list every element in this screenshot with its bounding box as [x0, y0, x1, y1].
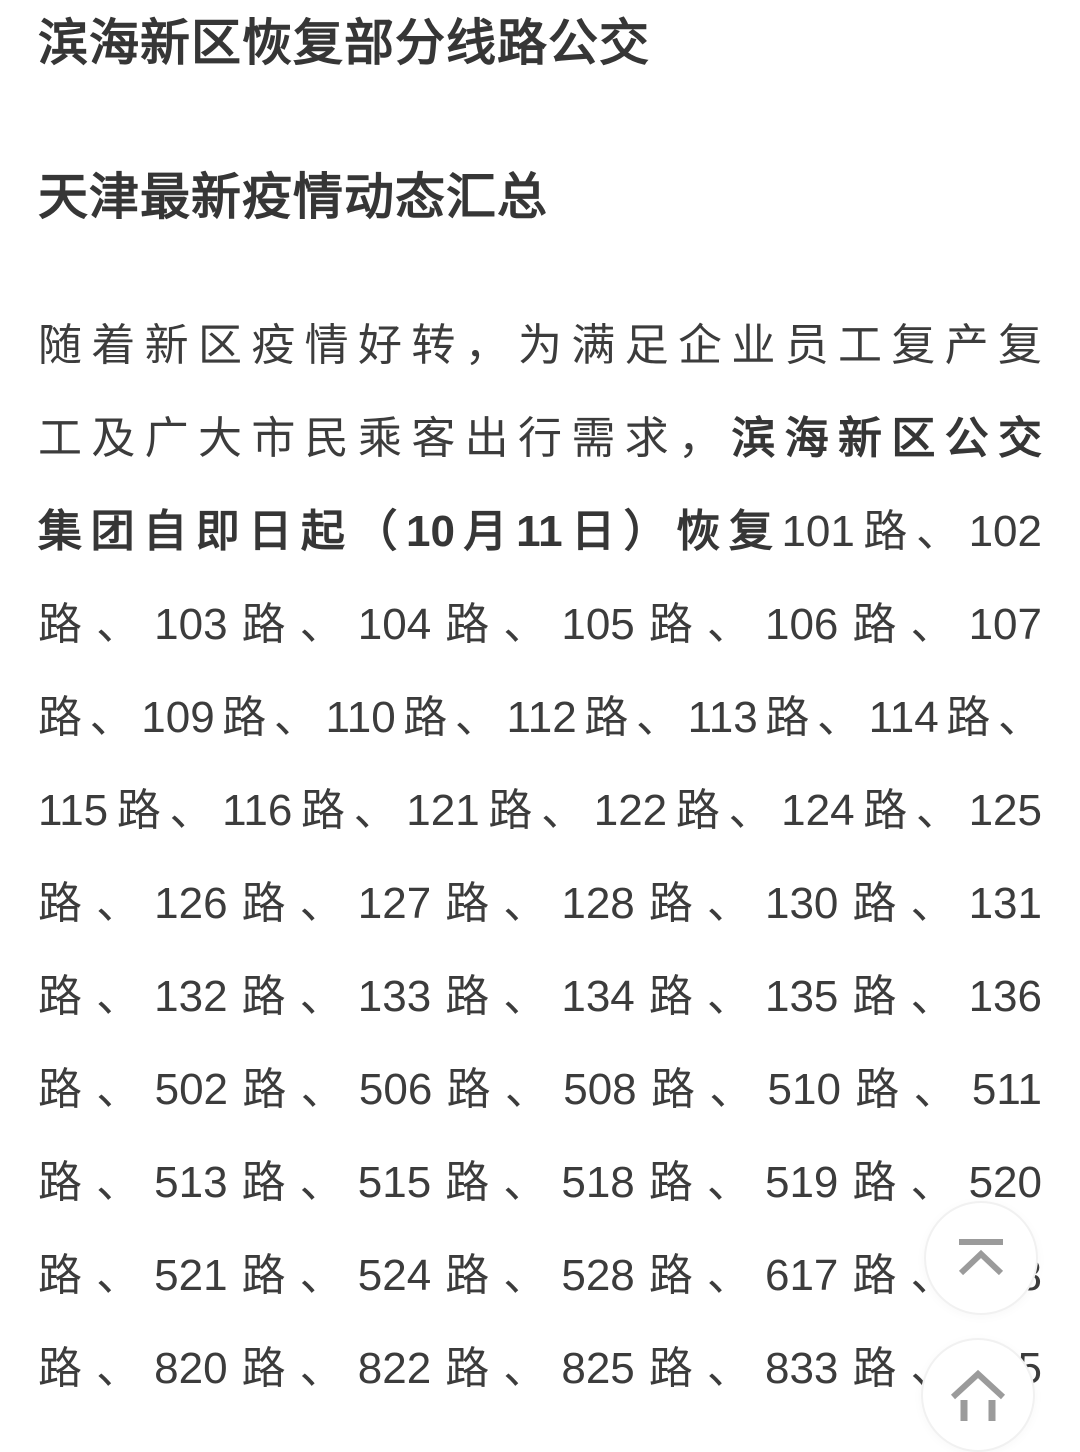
- article-line: 路、103路、104路、105路、106路、107: [38, 578, 1042, 671]
- line-text: 路、502路、506路、508路、510路、511: [38, 1065, 1042, 1114]
- line-text: 路、109路、110路、112路、113路、114路、: [38, 693, 1042, 742]
- article-body: 随着新区疫情好转，为满足企业员工复产复 工及广大市民乘客出行需求，滨海新区公交 …: [38, 299, 1042, 1415]
- article-line: 路、820路、822路、825路、833路、835: [38, 1322, 1042, 1415]
- line-text: 115路、116路、121路、122路、124路、125: [38, 786, 1042, 835]
- article-line: 115路、116路、121路、122路、124路、125: [38, 764, 1042, 857]
- article-line: 路、109路、110路、112路、113路、114路、: [38, 671, 1042, 764]
- line-text-bold: 滨海新区公交: [731, 414, 1042, 463]
- line-text: 路、103路、104路、105路、106路、107: [38, 600, 1042, 649]
- line-text: 路、132路、133路、134路、135路、136: [38, 972, 1042, 1021]
- article-line: 路、126路、127路、128路、130路、131: [38, 857, 1042, 950]
- line-text: 101路、102: [781, 507, 1042, 556]
- home-icon: [950, 1369, 1006, 1421]
- article-line: 随着新区疫情好转，为满足企业员工复产复: [38, 299, 1042, 392]
- line-text: 路、126路、127路、128路、130路、131: [38, 879, 1042, 928]
- article-line: 路、513路、515路、518路、519路、520: [38, 1136, 1042, 1229]
- article-line: 工及广大市民乘客出行需求，滨海新区公交: [38, 392, 1042, 485]
- article-line: 路、521路、524路、528路、617路、618: [38, 1229, 1042, 1322]
- line-text: 路、820路、822路、825路、833路、835: [38, 1344, 1042, 1393]
- back-to-top-button[interactable]: [924, 1201, 1038, 1315]
- line-text: 工及广大市民乘客出行需求，: [38, 414, 732, 463]
- article-line: 集团自即日起（10月11日）恢复101路、102: [38, 485, 1042, 578]
- line-text: 随着新区疫情好转，为满足企业员工复产复: [38, 321, 1042, 370]
- line-text: 路、521路、524路、528路、617路、618: [38, 1251, 1042, 1300]
- home-button[interactable]: [921, 1338, 1035, 1452]
- article-line: 路、132路、133路、134路、135路、136: [38, 950, 1042, 1043]
- headline-tianjin-epidemic: 天津最新疫情动态汇总: [38, 169, 548, 225]
- headline-binhai-bus: 滨海新区恢复部分线路公交: [38, 15, 650, 71]
- line-text-bold: 集团自即日起（10月11日）恢复: [38, 507, 782, 556]
- article-page: 滨海新区恢复部分线路公交 天津最新疫情动态汇总 随着新区疫情好转，为满足企业员工…: [38, 15, 1042, 1415]
- line-text: 路、513路、515路、518路、519路、520: [38, 1158, 1042, 1207]
- article-line: 路、502路、506路、508路、510路、511: [38, 1043, 1042, 1136]
- scroll-to-top-icon: [955, 1237, 1007, 1279]
